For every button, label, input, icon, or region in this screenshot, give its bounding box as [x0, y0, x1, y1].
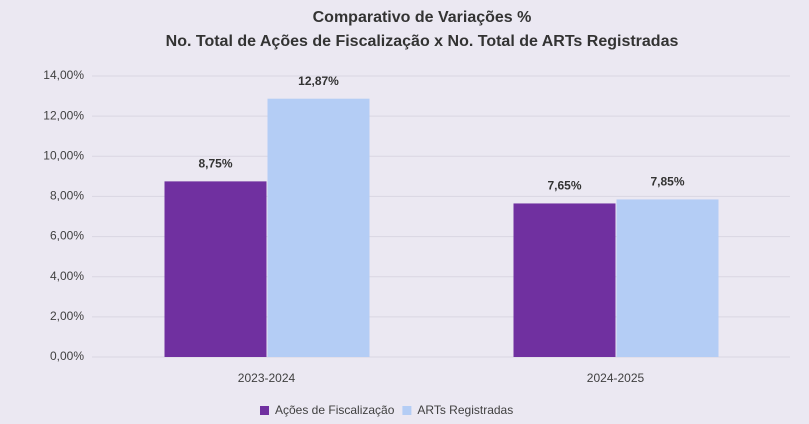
x-tick-label: 2024-2025	[587, 371, 645, 385]
bar	[267, 98, 370, 357]
chart-title: Comparativo de Variações %	[313, 9, 532, 26]
y-tick-label: 12,00%	[43, 108, 84, 122]
bar	[513, 203, 616, 357]
legend-label: Ações de Fiscalização	[275, 403, 395, 417]
legend-label: ARTs Registradas	[417, 403, 513, 417]
value-label: 12,87%	[298, 74, 339, 88]
y-tick-label: 0,00%	[50, 349, 84, 363]
y-tick-label: 4,00%	[50, 269, 84, 283]
y-tick-label: 14,00%	[43, 68, 84, 82]
y-tick-label: 2,00%	[50, 309, 84, 323]
y-tick-label: 8,00%	[50, 189, 84, 203]
bar	[616, 199, 719, 357]
value-label: 8,75%	[198, 157, 232, 171]
bar	[164, 181, 267, 357]
legend-swatch	[260, 406, 269, 415]
chart-subtitle: No. Total de Ações de Fiscalização x No.…	[166, 33, 679, 50]
value-label: 7,85%	[650, 175, 684, 189]
x-tick-label: 2023-2024	[238, 371, 296, 385]
y-tick-label: 10,00%	[43, 148, 84, 162]
legend-swatch	[402, 406, 412, 415]
y-tick-label: 6,00%	[50, 229, 84, 243]
value-label: 7,65%	[547, 179, 581, 193]
